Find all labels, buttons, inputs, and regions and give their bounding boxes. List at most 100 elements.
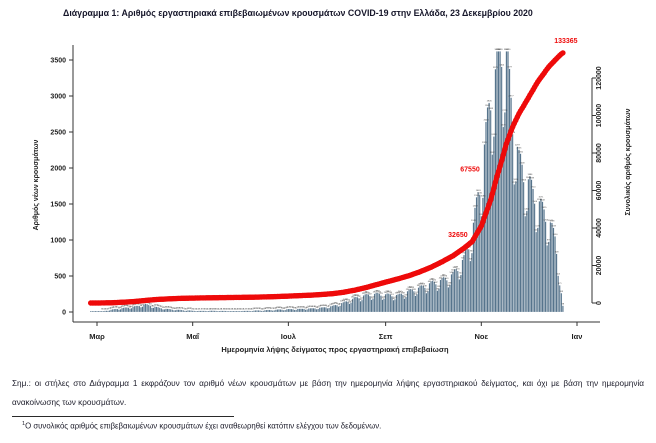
daily-cases-bar xyxy=(237,310,239,313)
daily-cases-bar xyxy=(348,303,351,313)
bar-value-label: 167 xyxy=(360,298,364,300)
bar-value-label: 87 xyxy=(135,303,138,305)
daily-cases-bar xyxy=(507,51,509,313)
bar-value-label: 725 xyxy=(461,258,465,260)
bar-value-label: 94 xyxy=(336,303,339,305)
daily-cases-bar xyxy=(464,249,467,313)
bar-value-label: 338 xyxy=(423,285,427,287)
daily-cases-bar xyxy=(97,310,100,313)
bar-value-label: 18 xyxy=(262,308,265,310)
daily-cases-bar xyxy=(516,146,519,313)
notes-block: Σημ.: οι στήλες στο Διάγραμμα 1 εκφράζου… xyxy=(12,374,644,431)
bar-value-label: 18 xyxy=(213,308,216,310)
bar-value-label: 42 xyxy=(113,307,116,309)
daily-cases-bar xyxy=(314,308,316,313)
bar-value-label: 14 xyxy=(235,309,238,311)
daily-cases-bar xyxy=(108,310,111,313)
daily-cases-bar xyxy=(466,247,468,313)
bar-value-label: 262 xyxy=(425,291,429,293)
daily-cases-bar xyxy=(540,198,542,313)
bar-value-label: 33 xyxy=(177,307,180,309)
daily-bars-series xyxy=(89,51,564,313)
daily-cases-bar xyxy=(445,280,448,313)
bar-value-label: 83 xyxy=(149,304,152,306)
bar-value-label: 248 xyxy=(363,292,367,294)
bar-value-label: 33 xyxy=(281,307,284,309)
daily-cases-bar xyxy=(389,294,392,313)
bar-value-label: 42 xyxy=(303,307,306,309)
bar-value-label: 39 xyxy=(170,307,173,309)
daily-cases-bar xyxy=(524,215,527,313)
daily-cases-bar xyxy=(449,284,451,313)
bar-value-label: 36 xyxy=(278,307,281,309)
daily-cases-bar xyxy=(499,51,501,313)
daily-cases-bar xyxy=(467,249,470,313)
bar-value-label: 46 xyxy=(165,306,168,308)
bar-value-label: 11 xyxy=(240,309,243,311)
cumulative-line-series xyxy=(88,50,566,306)
daily-cases-bar xyxy=(292,309,294,313)
daily-cases-bar xyxy=(337,306,340,313)
daily-cases-bar xyxy=(458,279,461,313)
bar-value-label: 26 xyxy=(264,308,267,310)
bar-value-label: 54 xyxy=(311,306,314,308)
bar-value-label: 178 xyxy=(393,297,397,299)
bar-value-label: 29 xyxy=(180,308,183,310)
daily-cases-bar xyxy=(190,310,192,313)
bar-value-label: 808 xyxy=(555,252,559,254)
daily-cases-bar xyxy=(356,297,359,313)
daily-cases-bar xyxy=(121,307,123,313)
daily-cases-bar xyxy=(323,307,326,313)
cumulative-point xyxy=(560,50,566,56)
daily-cases-bar xyxy=(400,293,403,313)
daily-cases-bar xyxy=(373,293,376,313)
daily-cases-bar xyxy=(246,310,249,313)
daily-cases-bar xyxy=(93,310,95,313)
daily-cases-bar xyxy=(378,293,381,313)
daily-cases-bar xyxy=(529,176,531,313)
daily-cases-bar xyxy=(171,309,174,313)
bar-value-label: 594 xyxy=(453,267,457,269)
bar-value-label: 83 xyxy=(133,304,136,306)
bar-value-label: 446 xyxy=(439,278,443,280)
bar-value-label: 95 xyxy=(333,303,336,305)
chart-note: Σημ.: οι στήλες στο Διάγραμμα 1 εκφράζου… xyxy=(12,379,644,407)
daily-cases-bar xyxy=(436,290,439,313)
bar-value-label: 242 xyxy=(367,292,371,294)
bar-value-label: 2438 xyxy=(491,134,497,136)
daily-cases-bar xyxy=(199,310,202,313)
daily-cases-bar xyxy=(282,310,285,313)
bar-value-label: 12 xyxy=(218,309,221,311)
bar-value-label: 251 xyxy=(365,292,369,294)
bar-value-label: 1538 xyxy=(537,199,543,201)
bar-value-label: 81 xyxy=(330,304,333,306)
daily-cases-bar xyxy=(182,310,185,313)
daily-cases-bar xyxy=(322,307,324,313)
daily-cases-bar xyxy=(428,283,431,313)
daily-cases-bar xyxy=(477,192,479,313)
daily-cases-bar xyxy=(430,280,432,313)
daily-cases-bar xyxy=(110,309,112,313)
daily-cases-bar xyxy=(132,306,134,313)
daily-cases-bar xyxy=(482,197,484,313)
daily-cases-bar xyxy=(187,310,189,313)
daily-cases-bar xyxy=(538,201,541,313)
bar-value-label: 210 xyxy=(354,295,358,297)
bar-value-label: 3620 xyxy=(496,49,502,51)
bar-value-label: 599 xyxy=(454,267,458,269)
bar-value-label: 19 xyxy=(105,308,108,310)
bar-value-label: 263 xyxy=(559,291,563,293)
daily-cases-bar xyxy=(442,276,445,313)
bar-value-label: 72 xyxy=(155,305,158,307)
bar-value-label: 186 xyxy=(382,296,386,298)
bar-value-label: 1448 xyxy=(473,205,479,207)
daily-cases-bar xyxy=(227,310,230,313)
daily-cases-bar xyxy=(433,281,436,313)
bar-value-label: 1332 xyxy=(523,214,529,216)
daily-cases-bar xyxy=(493,136,495,313)
daily-cases-bar xyxy=(205,310,208,313)
daily-cases-bar xyxy=(130,307,133,313)
bar-value-label: 222 xyxy=(368,294,372,296)
x-tick-label: Μαΐ xyxy=(186,332,200,341)
